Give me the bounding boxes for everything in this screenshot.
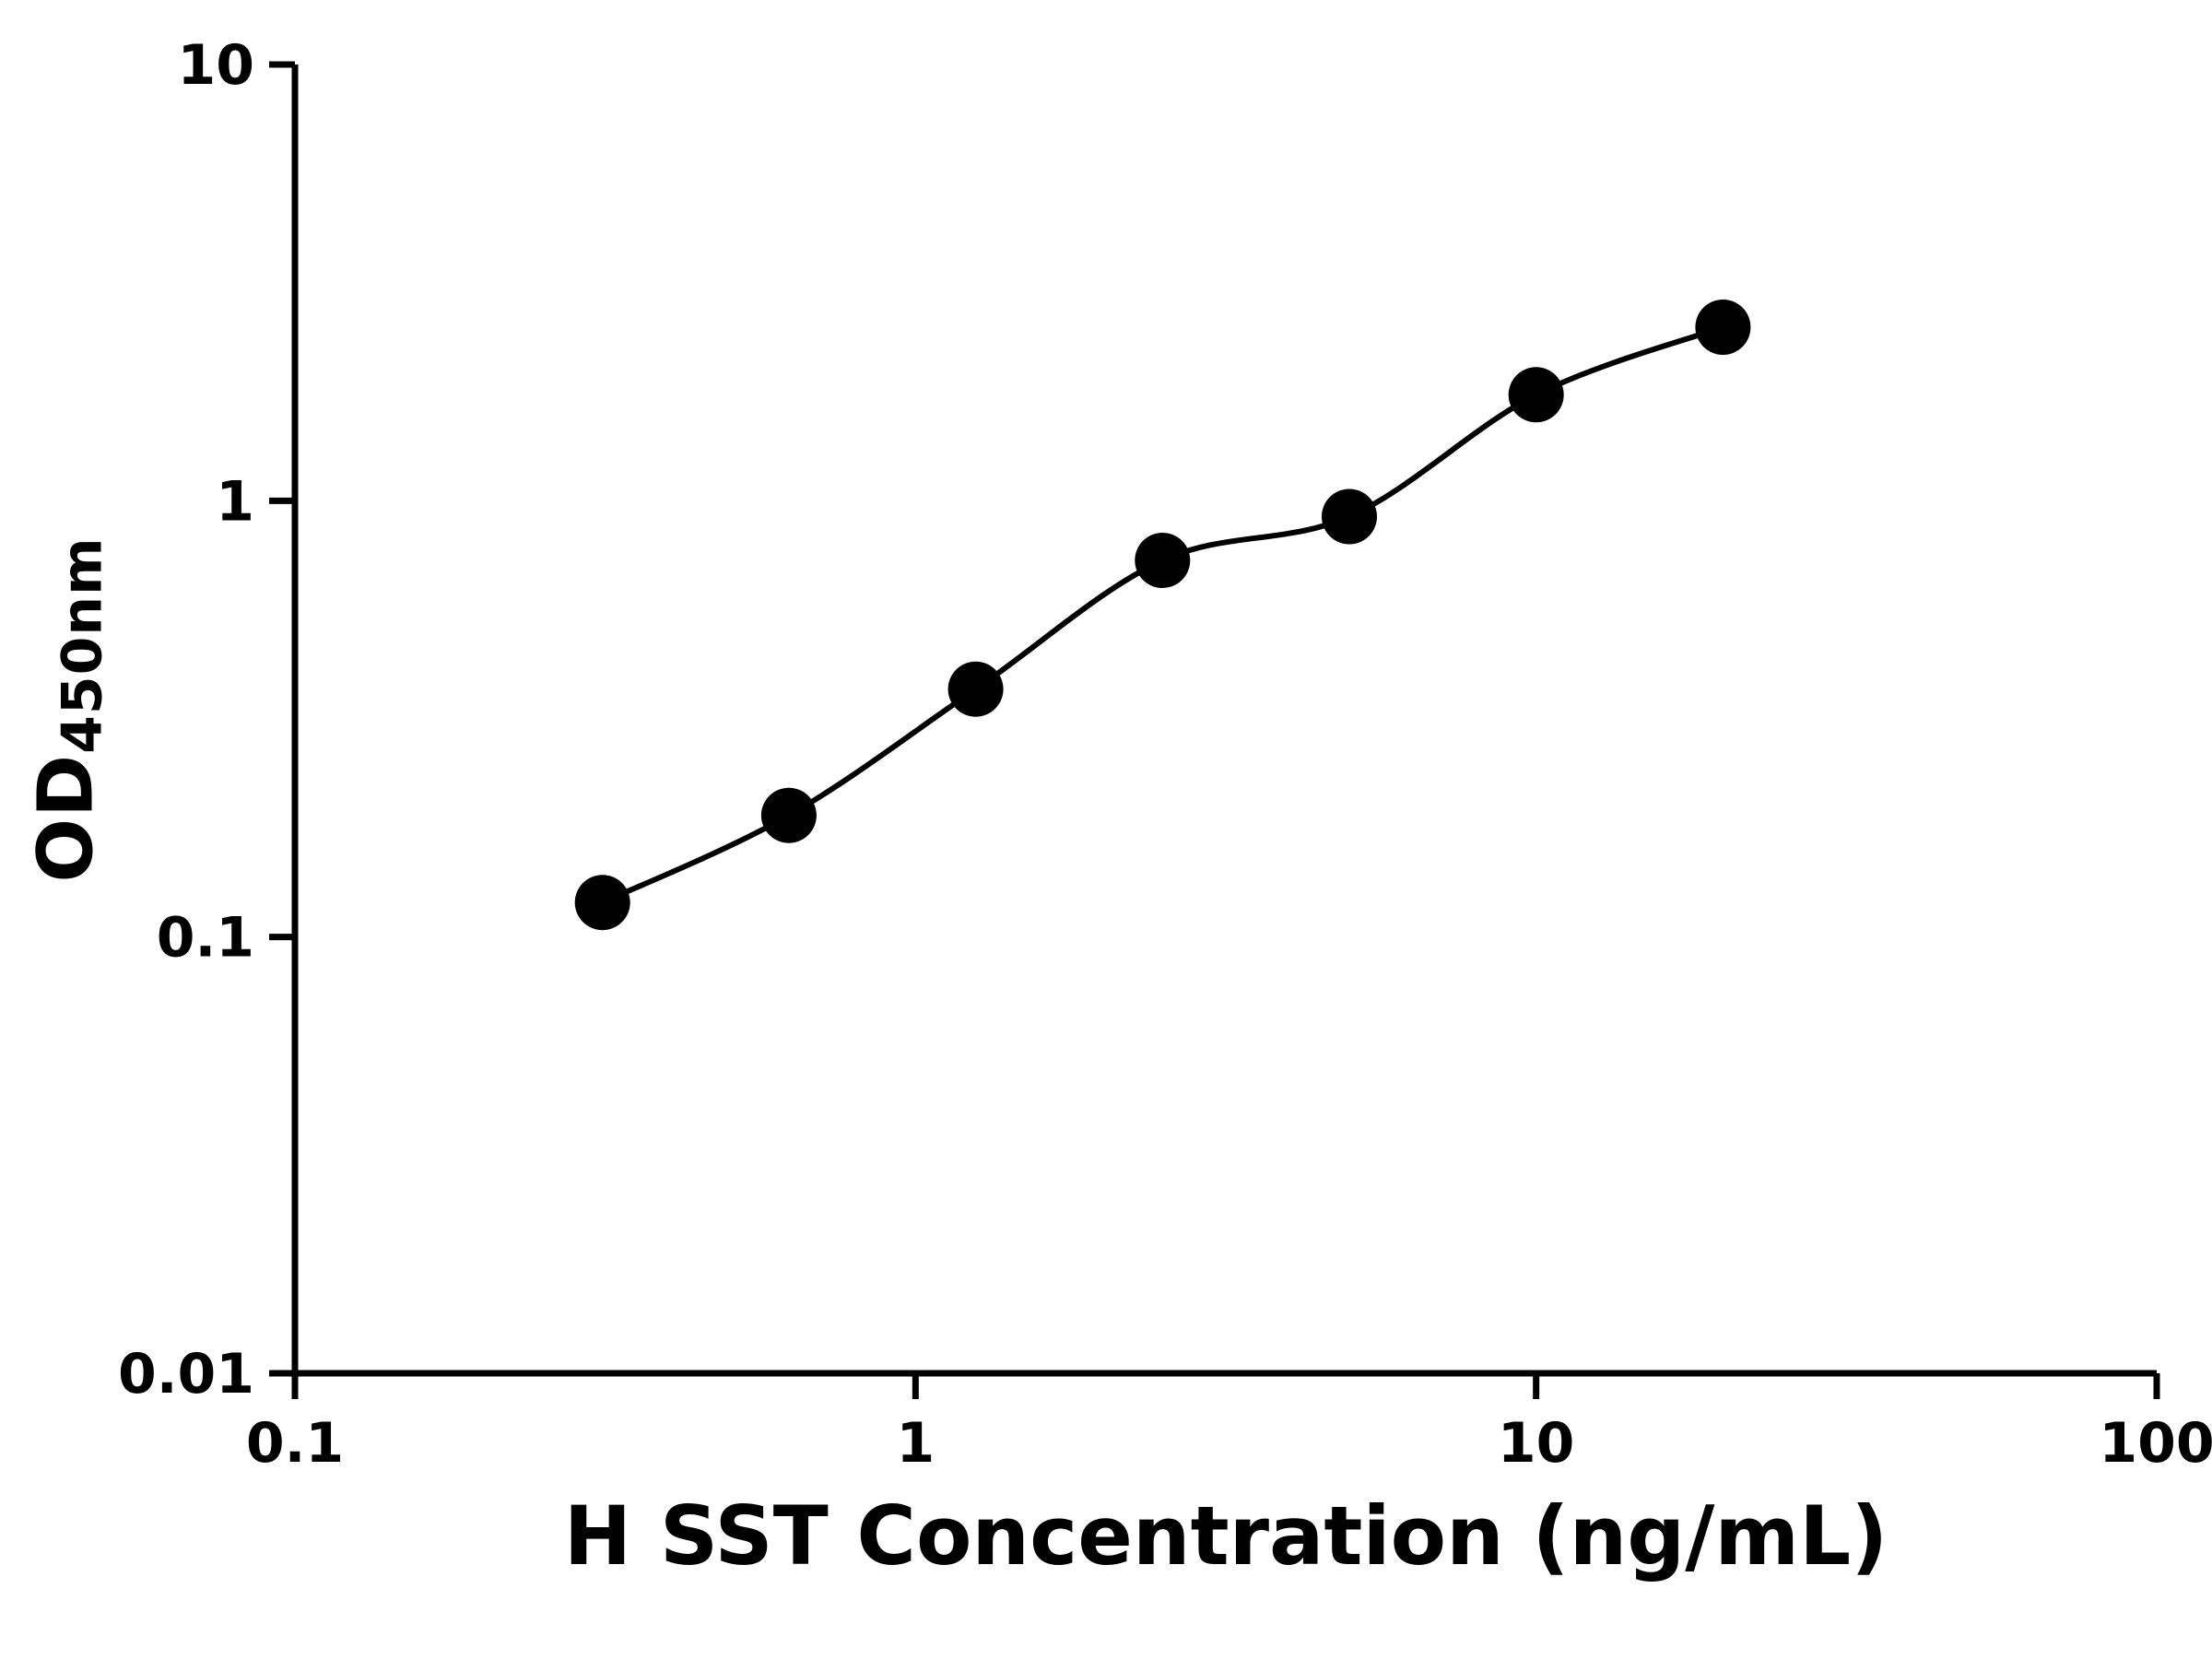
data-point [1322, 488, 1377, 545]
data-point [574, 875, 630, 931]
data-point [1508, 367, 1564, 423]
y-axis-label-base: OD [22, 753, 111, 883]
x-tick-label: 10 [1498, 1411, 1575, 1476]
y-tick-label: 0.01 [118, 1342, 254, 1406]
y-tick-label: 1 [216, 469, 254, 534]
y-tick-label: 0.1 [157, 906, 254, 971]
data-point [947, 661, 1004, 717]
data-point [760, 787, 817, 843]
y-axis-label: OD450nm [22, 536, 115, 883]
data-point [1695, 300, 1751, 355]
data-point [1135, 533, 1191, 588]
x-tick-label: 1 [896, 1411, 935, 1476]
x-tick-label: 0.1 [246, 1411, 344, 1476]
y-axis-label-subscript: 450nm [50, 536, 115, 754]
x-axis-label: H SST Concentration (ng/mL) [563, 1488, 1888, 1583]
x-tick-label: 100 [2099, 1411, 2212, 1476]
axes-frame [291, 65, 2157, 1377]
y-tick-label: 10 [178, 33, 255, 98]
